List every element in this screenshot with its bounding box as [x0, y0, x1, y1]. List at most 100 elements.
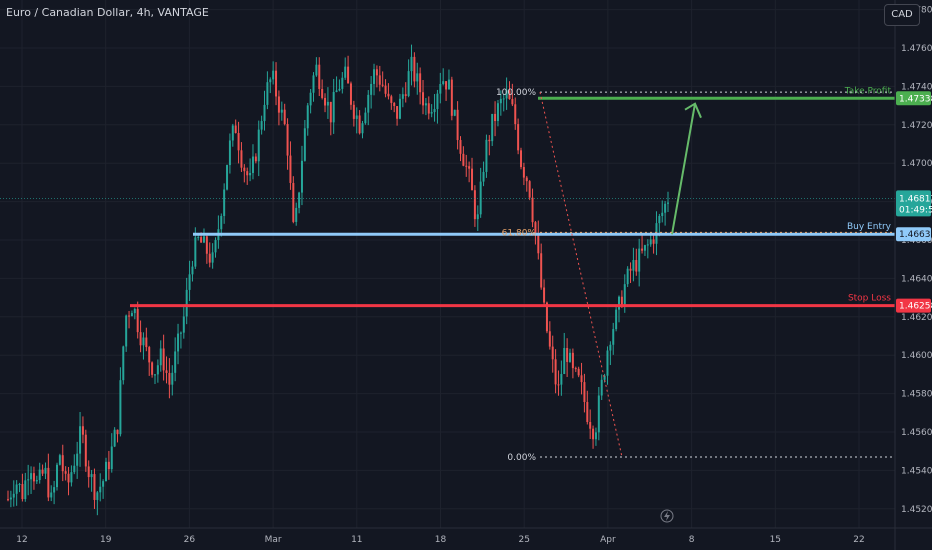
- level-price-badge: [896, 91, 931, 106]
- candle-body: [378, 75, 381, 85]
- currency-button[interactable]: CAD: [884, 4, 920, 26]
- candle-body: [603, 375, 606, 380]
- candle-body: [162, 348, 165, 371]
- candle-body: [223, 189, 226, 216]
- lightning-icon[interactable]: [660, 509, 674, 523]
- y-tick-label: 1.47000: [901, 159, 932, 169]
- candle-body: [646, 244, 649, 246]
- candle-body: [600, 379, 603, 396]
- candle-body: [32, 473, 35, 482]
- level-label: Take Profit: [844, 86, 892, 96]
- x-tick-label: Apr: [600, 535, 616, 545]
- candle-body: [496, 103, 499, 122]
- candle-body: [251, 156, 254, 173]
- candle-body: [615, 309, 618, 330]
- candle-body: [133, 308, 136, 314]
- bar-countdown: 01:49:55: [899, 205, 932, 215]
- candle-body: [81, 426, 84, 435]
- candle-body: [110, 446, 113, 470]
- candle-body: [21, 484, 24, 500]
- y-tick-label: 1.47400: [901, 82, 932, 92]
- candle-body: [488, 139, 491, 142]
- candle-body: [364, 112, 367, 124]
- candle-body: [396, 106, 399, 119]
- candle-body: [352, 104, 355, 119]
- candle-body: [566, 347, 569, 362]
- candle-body: [139, 332, 142, 346]
- candle-body: [667, 202, 669, 204]
- candle-body: [390, 96, 393, 103]
- candle-body: [38, 469, 41, 481]
- candle-body: [24, 480, 27, 500]
- candle-body: [130, 313, 133, 317]
- candle-body: [422, 92, 425, 106]
- candle-body: [329, 101, 332, 123]
- candle-body: [623, 284, 626, 307]
- candle-body: [73, 465, 76, 473]
- target-arrow-head: [684, 102, 702, 119]
- y-tick-label: 1.45400: [901, 466, 932, 476]
- candle-body: [361, 123, 364, 134]
- candle-body: [626, 268, 629, 285]
- candle-body: [473, 190, 476, 220]
- candle-body: [277, 96, 280, 113]
- y-tick-label: 1.46000: [901, 351, 932, 361]
- candle-body: [55, 464, 58, 488]
- candle-body: [321, 88, 324, 98]
- candle-body: [563, 347, 566, 374]
- candle-body: [104, 461, 107, 482]
- candle-body: [439, 83, 442, 94]
- candle-body: [128, 315, 131, 317]
- candle-body: [540, 253, 543, 288]
- candle-body: [156, 365, 159, 375]
- candle-body: [269, 79, 272, 83]
- level-price-badge: [896, 227, 931, 242]
- candle-body: [211, 252, 214, 263]
- candle-body: [286, 124, 289, 156]
- candle-body: [609, 344, 612, 351]
- x-tick-label: 25: [518, 535, 529, 545]
- candle-body: [522, 167, 525, 178]
- candle-body: [571, 352, 574, 369]
- level-label: Buy Entry: [847, 222, 892, 232]
- x-tick-label: 12: [16, 535, 27, 545]
- candle-body: [459, 140, 462, 154]
- candle-body: [177, 333, 180, 352]
- candle-body: [410, 56, 413, 72]
- candle-body: [424, 103, 427, 106]
- candle-body: [387, 93, 390, 97]
- candle-body: [64, 471, 67, 474]
- candle-body: [159, 348, 162, 366]
- candle-body: [620, 296, 623, 307]
- current-price-value: 1.46817: [899, 194, 932, 204]
- candle-body: [370, 83, 373, 95]
- candle-body: [661, 212, 664, 216]
- candle-body: [119, 380, 122, 435]
- candle-body: [194, 237, 197, 267]
- candle-body: [246, 171, 249, 176]
- candle-body: [358, 115, 361, 134]
- x-tick-label: 11: [351, 535, 362, 545]
- candle-body: [517, 124, 520, 151]
- candle-body: [349, 83, 352, 105]
- candle-body: [479, 181, 482, 215]
- candle-body: [303, 128, 306, 161]
- x-tick-label: 26: [184, 535, 196, 545]
- candle-body: [534, 222, 537, 236]
- candle-body: [514, 104, 517, 125]
- candle-body: [145, 337, 148, 348]
- candle-body: [58, 455, 61, 465]
- candle-body: [27, 479, 30, 481]
- candle-body: [324, 97, 327, 106]
- x-tick-label: 15: [770, 535, 781, 545]
- candle-body: [148, 347, 151, 363]
- candle-body: [638, 248, 641, 272]
- level-price-badge: [896, 298, 931, 313]
- y-tick-label: 1.47200: [901, 121, 932, 131]
- candle-body: [188, 274, 191, 290]
- candle-body: [528, 181, 531, 198]
- candle-body: [430, 112, 433, 114]
- candle-body: [531, 197, 534, 223]
- candle-body: [300, 160, 303, 193]
